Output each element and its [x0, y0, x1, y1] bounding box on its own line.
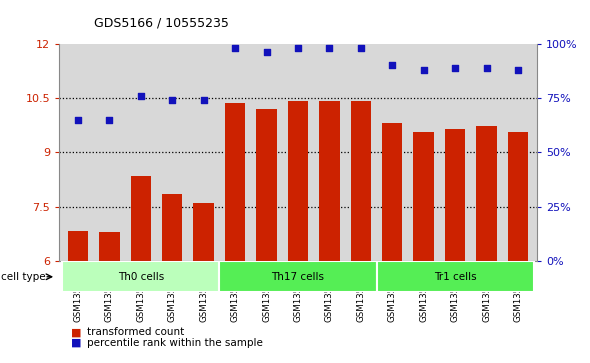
Text: Tr1 cells: Tr1 cells [434, 272, 477, 282]
Text: transformed count: transformed count [87, 327, 185, 337]
Text: ■: ■ [71, 338, 81, 348]
Bar [508, 132, 528, 261]
Bar [414, 132, 434, 261]
Point [482, 65, 491, 70]
Bar [68, 231, 88, 261]
Point [356, 45, 366, 51]
Bar [62, 261, 219, 292]
Point [419, 67, 428, 73]
Bar [225, 103, 245, 261]
Text: GDS5166 / 10555235: GDS5166 / 10555235 [94, 16, 230, 29]
Point [450, 65, 460, 70]
Bar [219, 261, 376, 292]
Bar [445, 129, 466, 261]
Bar [194, 203, 214, 261]
Text: ■: ■ [71, 327, 81, 337]
Point [293, 45, 303, 51]
Bar [350, 101, 371, 261]
Bar [99, 232, 120, 261]
Point [262, 49, 271, 55]
Bar [162, 194, 182, 261]
Text: percentile rank within the sample: percentile rank within the sample [87, 338, 263, 348]
Bar [376, 261, 534, 292]
Point [104, 117, 114, 123]
Bar [130, 176, 151, 261]
Bar [256, 109, 277, 261]
Point [168, 97, 177, 103]
Text: cell type: cell type [1, 272, 46, 282]
Bar [382, 123, 402, 261]
Point [324, 45, 334, 51]
Point [136, 93, 146, 99]
Point [388, 62, 397, 68]
Bar [319, 101, 340, 261]
Text: Th17 cells: Th17 cells [271, 272, 325, 282]
Point [230, 45, 240, 51]
Bar [476, 126, 497, 261]
Point [73, 117, 83, 123]
Text: Th0 cells: Th0 cells [117, 272, 164, 282]
Point [513, 67, 523, 73]
Point [199, 97, 208, 103]
Bar [288, 101, 308, 261]
